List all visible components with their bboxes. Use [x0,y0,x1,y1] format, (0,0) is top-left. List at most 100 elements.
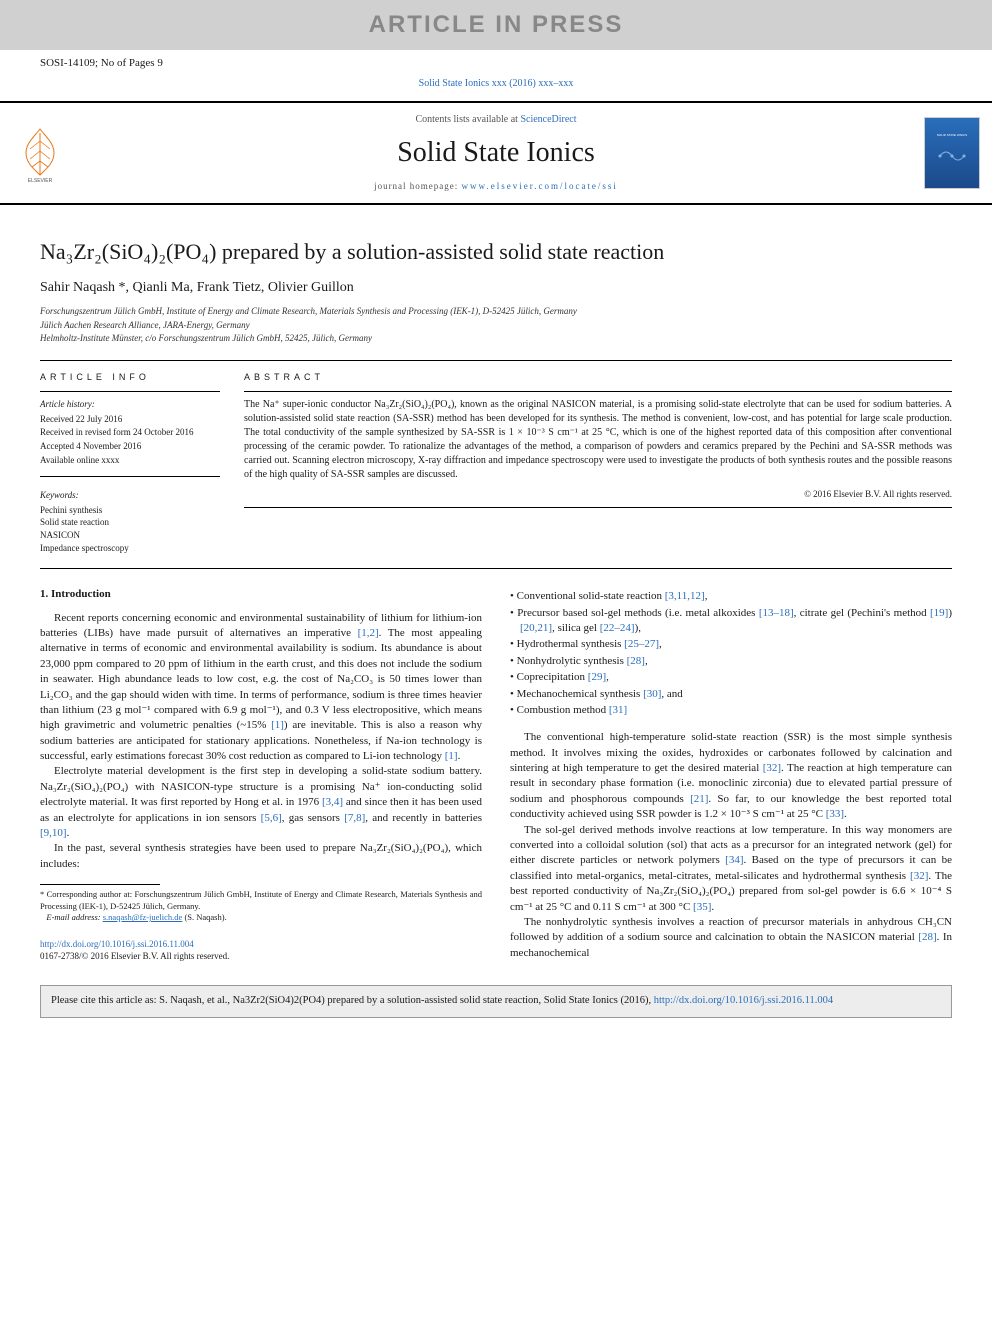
citation-ref-link[interactable]: [20,21] [520,622,552,634]
publisher-logo-cell: ELSEVIER [0,113,80,193]
citation-ref-link[interactable]: [28] [627,655,645,667]
citation-ref-link[interactable]: [19] [930,607,948,619]
affiliation-1: Forschungszentrum Jülich GmbH, Institute… [40,305,952,319]
article-history-label: Article history: [40,398,220,411]
journal-homepage-link[interactable]: www.elsevier.com/locate/ssi [462,181,618,191]
intro-paragraph-2: Electrolyte material development is the … [40,764,482,841]
citation-ref-link[interactable]: [30] [643,688,661,700]
corresponding-author-footnote: * Corresponding author at: Forschungszen… [40,889,482,923]
list-item: Hydrothermal synthesis [25–27], [510,637,952,652]
citation-box: Please cite this article as: S. Naqash, … [40,985,952,1018]
contents-prefix: Contents lists available at [415,114,520,125]
footnote-email-who: (S. Naqash). [184,912,226,922]
divider [244,391,952,392]
citation-text: Please cite this article as: S. Naqash, … [51,995,654,1006]
keyword-2: Solid state reaction [40,516,220,529]
citation-ref-link[interactable]: [33] [826,808,844,820]
contents-lists-line: Contents lists available at ScienceDirec… [80,113,912,127]
citation-ref-link[interactable]: [25–27] [624,638,659,650]
citation-ref-link[interactable]: [21] [690,793,708,805]
right-paragraph-2: The sol-gel derived methods involve reac… [510,823,952,915]
history-received: Received 22 July 2016 [40,413,220,426]
citation-ref-link[interactable]: [3,4] [322,796,343,808]
journal-reference-line: Solid State Ionics xxx (2016) xxx–xxx [0,73,992,101]
citation-ref-link[interactable]: [7,8] [344,812,365,824]
sciencedirect-link[interactable]: ScienceDirect [520,114,576,125]
keyword-1: Pechini synthesis [40,504,220,517]
article-info-heading: article info [40,371,220,384]
keyword-4: Impedance spectroscopy [40,542,220,555]
article-in-press-banner: ARTICLE IN PRESS [0,0,992,50]
journal-cover-icon: SOLID STATE IONICS [924,117,980,189]
citation-ref-link[interactable]: [28] [918,931,936,943]
abstract-heading: abstract [244,371,952,384]
elsevier-logo-icon: ELSEVIER [16,123,64,183]
article-info-block: article info Article history: Received 2… [40,371,220,555]
history-accepted: Accepted 4 November 2016 [40,440,220,453]
citation-ref-link[interactable]: [32] [763,762,781,774]
journal-header-center: Contents lists available at ScienceDirec… [80,103,912,203]
left-column: 1. Introduction Recent reports concernin… [40,587,482,963]
list-item: Nonhydrolytic synthesis [28], [510,654,952,669]
intro-paragraph-1: Recent reports concerning economic and e… [40,611,482,765]
right-paragraph-3: The nonhydrolytic synthesis involves a r… [510,915,952,961]
footnote-separator [40,884,160,885]
manuscript-id: SOSI-14109; No of Pages 9 [0,50,992,73]
journal-name: Solid State Ionics [80,133,912,172]
abstract-text: The Na⁺ super-ionic conductor Na₃Zr₂(SiO… [244,398,952,482]
divider [40,476,220,477]
footnote-text: Corresponding author at: Forschungszentr… [40,889,482,910]
journal-header: ELSEVIER Contents lists available at Sci… [0,101,992,205]
citation-ref-link[interactable]: [1,2] [358,627,379,639]
corresponding-email-link[interactable]: s.naqash@fz-juelich.de [103,912,183,922]
abstract-copyright: © 2016 Elsevier B.V. All rights reserved… [244,488,952,501]
synthesis-methods-list: Conventional solid-state reaction [3,11,… [510,589,952,718]
citation-ref-link[interactable]: [31] [609,704,627,716]
list-item: Precursor based sol-gel methods (i.e. me… [510,606,952,637]
citation-ref-link[interactable]: [22–24] [600,622,635,634]
intro-paragraph-3: In the past, several synthesis strategie… [40,841,482,872]
citation-ref-link[interactable]: [13–18] [759,607,794,619]
list-item: Combustion method [31] [510,703,952,718]
footnote-marker: * [40,889,44,899]
keyword-3: NASICON [40,529,220,542]
affiliation-2: Jülich Aachen Research Alliance, JARA-En… [40,319,952,333]
divider [40,360,952,361]
body-columns: 1. Introduction Recent reports concernin… [40,587,952,963]
right-column: Conventional solid-state reaction [3,11,… [510,587,952,963]
doi-block: http://dx.doi.org/10.1016/j.ssi.2016.11.… [40,938,482,963]
citation-ref-link[interactable]: [5,6] [261,812,282,824]
abstract-block: abstract The Na⁺ super-ionic conductor N… [244,371,952,555]
doi-link[interactable]: http://dx.doi.org/10.1016/j.ssi.2016.11.… [40,939,194,949]
right-paragraph-1: The conventional high-temperature solid-… [510,730,952,822]
svg-text:ELSEVIER: ELSEVIER [28,178,53,183]
author-list: Sahir Naqash *, Qianli Ma, Frank Tietz, … [40,278,952,298]
citation-ref-link[interactable]: [35] [693,901,711,913]
history-revised: Received in revised form 24 October 2016 [40,426,220,439]
divider [40,568,952,569]
citation-ref-link[interactable]: [29] [588,671,606,683]
issn-copyright-line: 0167-2738/© 2016 Elsevier B.V. All right… [40,951,229,961]
divider [244,507,952,508]
citation-ref-link[interactable]: [1] [271,719,284,731]
list-item: Mechanochemical synthesis [30], and [510,687,952,702]
citation-ref-link[interactable]: [3,11,12] [665,590,705,602]
citation-doi-link[interactable]: http://dx.doi.org/10.1016/j.ssi.2016.11.… [654,995,833,1006]
list-item: Coprecipitation [29], [510,670,952,685]
affiliation-3: Helmholtz-Institute Münster, c/o Forschu… [40,332,952,346]
article-meta-row: article info Article history: Received 2… [40,371,952,555]
section-heading-introduction: 1. Introduction [40,587,482,602]
citation-ref-link[interactable]: [1] [445,750,458,762]
journal-homepage-line: journal homepage: www.elsevier.com/locat… [80,180,912,193]
citation-ref-link[interactable]: [32] [910,870,928,882]
footnote-email-label: E-mail address: [46,912,100,922]
citation-ref-link[interactable]: [34] [725,854,743,866]
journal-cover-cell: SOLID STATE IONICS [912,107,992,199]
article-title: Na₃Zr₂(SiO₄)₂(PO₄) prepared by a solutio… [40,237,952,268]
cover-title-text: SOLID STATE IONICS [937,133,967,137]
keywords-label: Keywords: [40,489,220,502]
citation-ref-link[interactable]: [9,10] [40,827,67,839]
list-item: Conventional solid-state reaction [3,11,… [510,589,952,604]
divider [40,391,220,392]
history-online: Available online xxxx [40,454,220,467]
